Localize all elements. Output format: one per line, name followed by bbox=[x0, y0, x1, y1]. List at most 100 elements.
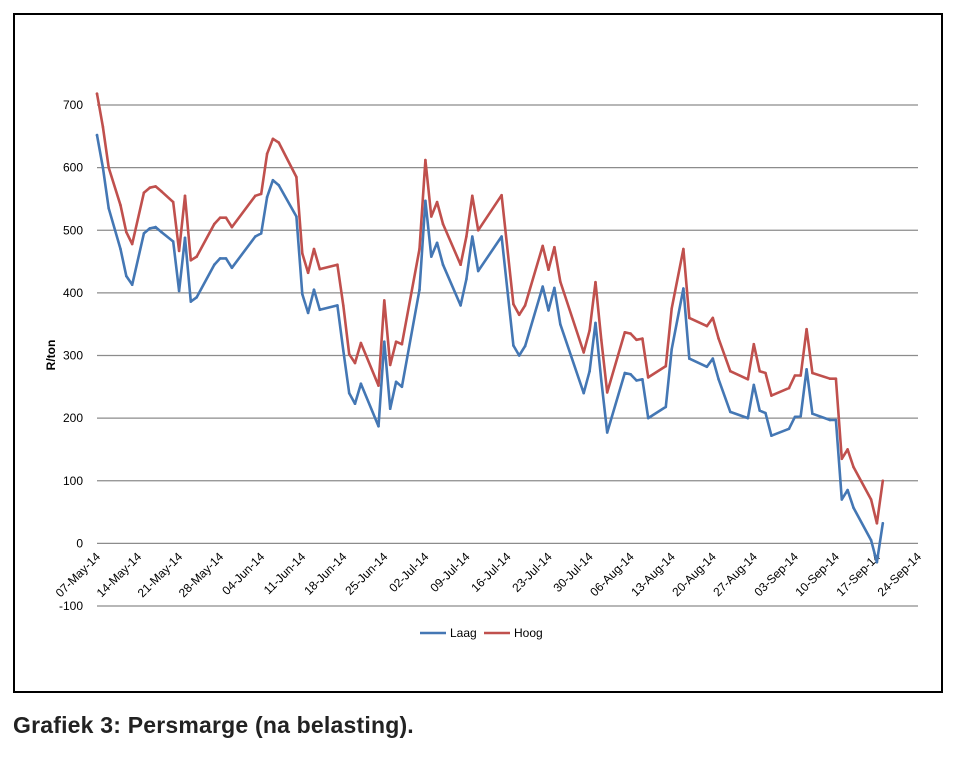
y-tick-label: 600 bbox=[63, 161, 83, 175]
data-point-laag bbox=[418, 288, 421, 292]
data-point-hoog bbox=[400, 342, 404, 346]
data-point-laag bbox=[435, 241, 439, 245]
data-point-laag bbox=[318, 308, 322, 312]
data-point-hoog bbox=[869, 498, 873, 501]
y-tick-label: 400 bbox=[63, 286, 83, 300]
data-point-hoog bbox=[559, 280, 562, 283]
data-point-hoog bbox=[383, 299, 386, 302]
data-point-hoog bbox=[189, 259, 193, 262]
data-point-laag bbox=[336, 304, 339, 307]
x-tick-label: 18-Jun-14 bbox=[301, 549, 349, 597]
data-point-laag bbox=[787, 427, 791, 431]
data-point-laag bbox=[107, 207, 110, 210]
data-point-hoog bbox=[377, 384, 380, 387]
data-point-hoog bbox=[142, 191, 146, 194]
x-tick-label: 09-Jul-14 bbox=[427, 549, 473, 595]
x-tick-label: 25-Jun-14 bbox=[342, 549, 390, 597]
data-point-hoog bbox=[641, 337, 644, 340]
data-point-laag bbox=[383, 340, 386, 344]
data-point-laag bbox=[119, 247, 122, 251]
data-point-hoog bbox=[154, 185, 157, 188]
y-tick-label: 700 bbox=[63, 98, 83, 112]
data-point-laag bbox=[177, 289, 181, 293]
data-point-hoog bbox=[811, 371, 814, 375]
data-point-laag bbox=[881, 522, 885, 525]
data-point-hoog bbox=[553, 245, 556, 249]
data-point-laag bbox=[670, 347, 673, 351]
data-point-laag bbox=[271, 178, 275, 182]
data-point-hoog bbox=[629, 332, 632, 335]
data-point-hoog bbox=[471, 194, 474, 198]
data-point-hoog bbox=[881, 479, 885, 483]
x-tick-label: 16-Jul-14 bbox=[468, 549, 514, 595]
data-point-laag bbox=[265, 195, 269, 199]
data-point-hoog bbox=[177, 249, 181, 253]
data-point-hoog bbox=[312, 247, 316, 251]
data-point-laag bbox=[306, 311, 310, 315]
data-point-hoog bbox=[418, 247, 421, 251]
x-tick-label: 24-Sep-14 bbox=[875, 549, 925, 599]
line-chart: 7006005004003002001000-100R/ton07-May-14… bbox=[44, 92, 925, 640]
data-point-laag bbox=[547, 309, 550, 312]
data-point-hoog bbox=[635, 338, 638, 342]
data-point-hoog bbox=[834, 377, 838, 381]
data-point-hoog bbox=[295, 175, 298, 179]
data-point-laag bbox=[805, 368, 808, 371]
data-point-hoog bbox=[347, 352, 351, 356]
data-point-laag bbox=[869, 538, 873, 542]
data-point-hoog bbox=[213, 222, 216, 226]
data-point-hoog bbox=[95, 92, 99, 95]
data-point-hoog bbox=[729, 369, 732, 373]
y-tick-label: 100 bbox=[63, 474, 83, 488]
data-point-hoog bbox=[764, 371, 767, 375]
data-point-hoog bbox=[306, 271, 310, 275]
data-point-laag bbox=[130, 283, 134, 287]
data-point-hoog bbox=[342, 304, 345, 307]
data-point-hoog bbox=[465, 235, 468, 238]
data-point-hoog bbox=[359, 341, 363, 345]
data-point-hoog bbox=[582, 351, 585, 354]
x-tick-label: 11-Jun-14 bbox=[261, 549, 309, 597]
data-point-laag bbox=[517, 354, 521, 357]
data-point-hoog bbox=[430, 215, 433, 218]
data-point-laag bbox=[582, 391, 585, 395]
data-point-hoog bbox=[336, 263, 339, 266]
data-point-laag bbox=[793, 415, 797, 419]
data-point-hoog bbox=[441, 222, 445, 226]
legend-label-hoog: Hoog bbox=[514, 626, 543, 640]
data-point-laag bbox=[828, 418, 832, 422]
data-point-hoog bbox=[828, 377, 832, 381]
data-point-laag bbox=[347, 391, 351, 395]
x-tick-label: 02-Jul-14 bbox=[386, 549, 432, 595]
data-point-laag bbox=[142, 232, 146, 235]
data-point-hoog bbox=[670, 307, 673, 310]
data-point-laag bbox=[559, 322, 562, 326]
data-point-laag bbox=[635, 379, 638, 382]
data-point-laag bbox=[834, 418, 838, 422]
data-point-hoog bbox=[388, 363, 392, 367]
data-point-laag bbox=[476, 269, 480, 273]
data-point-hoog bbox=[717, 337, 720, 340]
data-point-hoog bbox=[523, 304, 527, 307]
data-point-laag bbox=[512, 344, 515, 347]
data-point-hoog bbox=[711, 316, 715, 320]
data-point-laag bbox=[183, 236, 187, 240]
x-tick-label: 23-Jul-14 bbox=[509, 549, 555, 595]
data-point-hoog bbox=[705, 324, 709, 328]
data-point-laag bbox=[230, 266, 234, 270]
y-tick-label: 300 bbox=[63, 349, 83, 363]
data-point-laag bbox=[623, 371, 627, 375]
data-point-hoog bbox=[476, 229, 480, 232]
data-point-laag bbox=[277, 183, 281, 187]
data-point-hoog bbox=[459, 263, 462, 266]
legend-label-laag: Laag bbox=[450, 626, 477, 640]
data-point-hoog bbox=[787, 386, 791, 390]
data-point-hoog bbox=[846, 448, 849, 451]
data-point-laag bbox=[312, 288, 316, 292]
data-point-hoog bbox=[805, 327, 808, 331]
data-point-hoog bbox=[119, 203, 122, 207]
series-line-hoog bbox=[95, 92, 885, 525]
data-point-hoog bbox=[840, 457, 844, 461]
y-tick-label: 500 bbox=[63, 223, 83, 237]
data-point-hoog bbox=[107, 166, 110, 169]
